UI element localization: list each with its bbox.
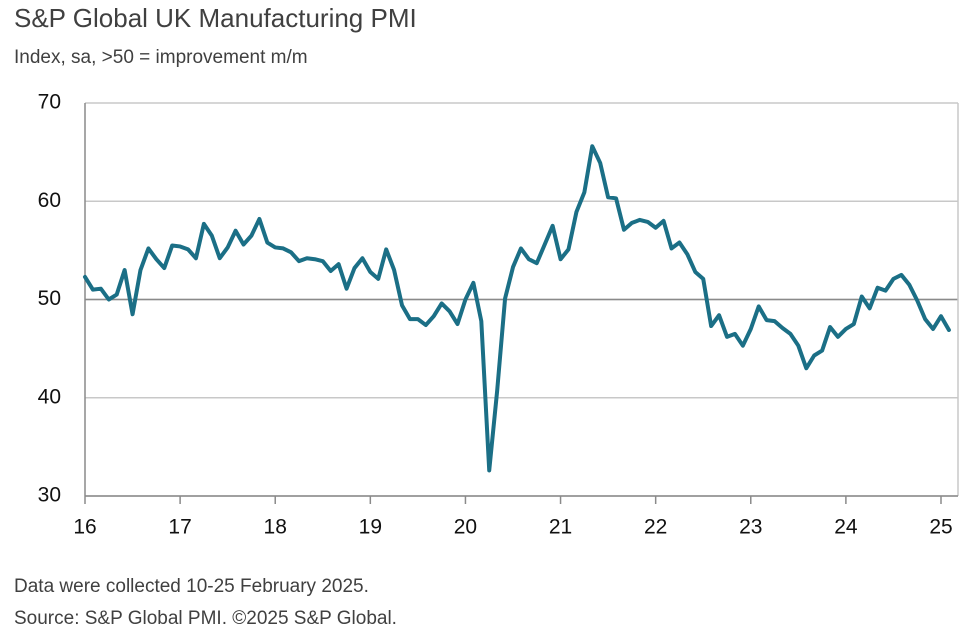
x-tick-label: 24: [834, 516, 858, 539]
y-tick-label: 40: [38, 385, 61, 408]
x-tick-label: 18: [264, 516, 287, 539]
y-tick-label: 60: [38, 189, 61, 212]
x-tick-label: 17: [168, 516, 191, 539]
x-tick-label: 19: [359, 516, 382, 539]
chart-title: S&P Global UK Manufacturing PMI: [14, 3, 417, 33]
line: [83, 144, 951, 473]
x-tick-label: 16: [73, 516, 96, 539]
x-tick-label: 22: [644, 516, 667, 539]
note: Source: S&P Global PMI. ©2025 S&P Global…: [14, 608, 397, 629]
x-tick-label: 25: [929, 516, 952, 539]
x-tick-label: 20: [454, 516, 477, 539]
y-tick-label: 50: [38, 287, 61, 310]
chart-subtitle: Index, sa, >50 = improvement m/m: [14, 47, 308, 68]
y-tick-label: 70: [38, 91, 61, 114]
note: Data were collected 10-25 February 2025.: [14, 576, 369, 597]
x-tick-label: 23: [739, 516, 762, 539]
x-tick-label: 21: [549, 516, 572, 539]
y-tick-label: 30: [38, 484, 61, 507]
